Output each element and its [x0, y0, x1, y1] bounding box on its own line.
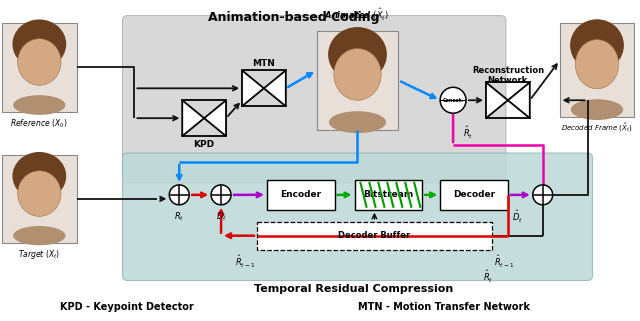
Circle shape [440, 87, 466, 113]
Ellipse shape [13, 226, 65, 245]
Text: $\hat{R}_{t-1}$: $\hat{R}_{t-1}$ [235, 254, 255, 270]
Text: Decoded Frame $(\tilde{X}_t)$: Decoded Frame $(\tilde{X}_t)$ [561, 122, 632, 134]
Ellipse shape [570, 19, 624, 71]
Bar [2, 155, 77, 243]
Bar [317, 30, 398, 130]
Text: Encoder: Encoder [280, 190, 321, 199]
Ellipse shape [328, 27, 387, 82]
Text: KPD - Keypoint Detector: KPD - Keypoint Detector [60, 302, 193, 312]
Polygon shape [242, 70, 264, 106]
Ellipse shape [334, 48, 381, 100]
Text: Decoder Buffer: Decoder Buffer [339, 231, 410, 240]
Text: Decoder: Decoder [453, 190, 495, 199]
Polygon shape [264, 70, 286, 106]
Ellipse shape [571, 99, 623, 120]
Bar [2, 22, 77, 112]
Polygon shape [508, 82, 530, 118]
Text: Network: Network [488, 76, 528, 85]
Polygon shape [486, 82, 508, 118]
Text: Animation-based Coding: Animation-based Coding [208, 11, 380, 24]
Text: MTN - Motion Transfer Network: MTN - Motion Transfer Network [358, 302, 531, 312]
Text: $\hat{D}_t$: $\hat{D}_t$ [513, 209, 524, 225]
Ellipse shape [329, 111, 386, 133]
Text: Concat.: Concat. [443, 98, 463, 103]
Bar [440, 180, 508, 210]
FancyBboxPatch shape [122, 16, 506, 183]
Text: $\hat{R}_{t-1}$: $\hat{R}_{t-1}$ [493, 254, 514, 270]
Text: MTN: MTN [252, 59, 275, 68]
Text: $\hat{R}_t$: $\hat{R}_t$ [483, 269, 493, 285]
Ellipse shape [13, 95, 65, 115]
Bar [355, 180, 422, 210]
Ellipse shape [575, 39, 619, 89]
Text: Temporal Residual Compression: Temporal Residual Compression [254, 284, 453, 294]
FancyBboxPatch shape [122, 153, 593, 281]
Text: Animated $(\hat{X}_t)$: Animated $(\hat{X}_t)$ [324, 6, 389, 22]
Circle shape [170, 185, 189, 205]
Text: $R_t$: $R_t$ [174, 211, 184, 223]
Ellipse shape [12, 152, 66, 200]
Polygon shape [204, 100, 226, 136]
Circle shape [211, 185, 231, 205]
Polygon shape [182, 100, 204, 136]
Ellipse shape [18, 39, 61, 85]
Text: Reconstruction: Reconstruction [472, 66, 544, 75]
Ellipse shape [12, 20, 66, 69]
Bar [559, 22, 634, 117]
Ellipse shape [18, 171, 61, 216]
Text: Reference $(X_0)$: Reference $(X_0)$ [10, 117, 68, 130]
Circle shape [532, 185, 553, 205]
Text: Bitstream: Bitstream [364, 190, 413, 199]
Text: $D_t$: $D_t$ [216, 211, 227, 223]
Text: KPD: KPD [193, 140, 214, 149]
Text: Target $(X_t)$: Target $(X_t)$ [18, 247, 60, 261]
Bar [267, 180, 335, 210]
Text: $\hat{R}_t$: $\hat{R}_t$ [463, 125, 474, 141]
FancyBboxPatch shape [257, 222, 492, 250]
